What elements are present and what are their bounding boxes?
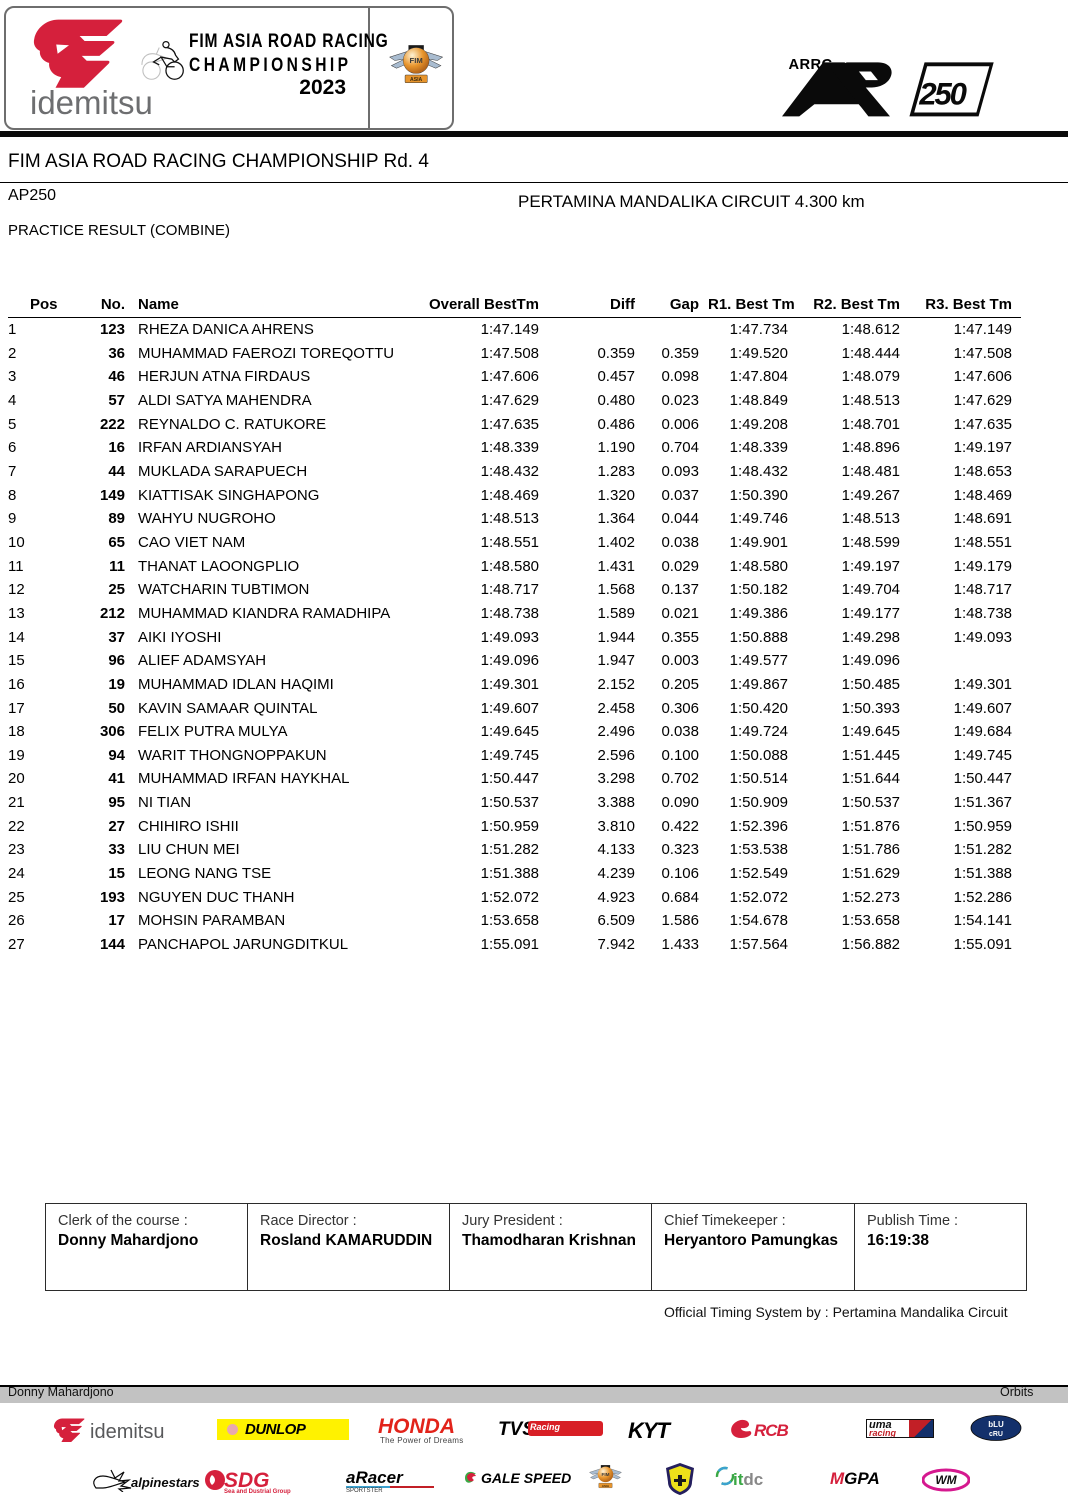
svg-text:FIM: FIM	[601, 1472, 609, 1477]
svg-text:ASIA: ASIA	[410, 77, 423, 83]
svg-text:250: 250	[918, 76, 966, 111]
svg-text:bLU: bLU	[988, 1420, 1004, 1429]
svg-text:ASIA: ASIA	[602, 1484, 610, 1488]
svg-text:RCB: RCB	[754, 1421, 789, 1440]
svg-text:WM: WM	[935, 1473, 957, 1487]
svg-text:alpinestars: alpinestars	[131, 1475, 200, 1490]
svg-text:FIM: FIM	[410, 56, 423, 65]
svg-text:cRU: cRU	[989, 1431, 1003, 1438]
